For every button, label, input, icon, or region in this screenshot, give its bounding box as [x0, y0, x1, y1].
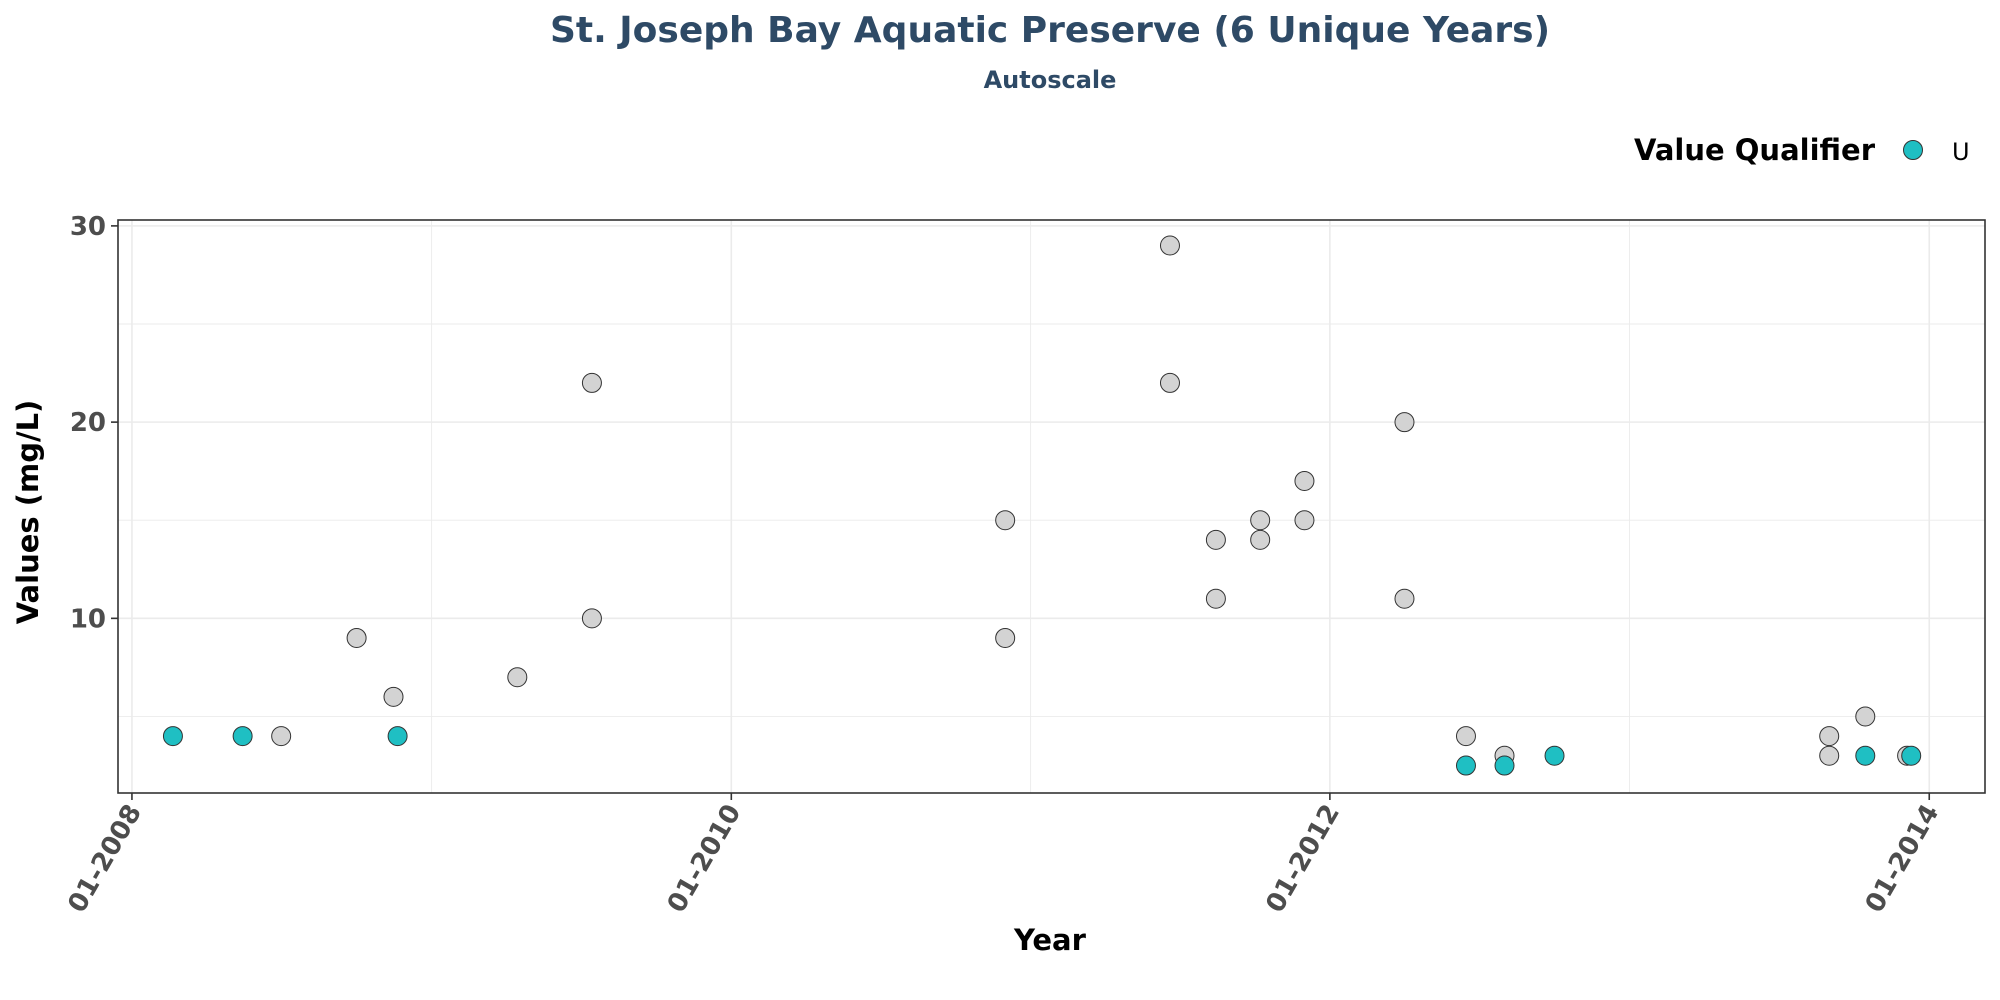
data-point — [1855, 706, 1876, 727]
data-point — [346, 627, 367, 648]
data-point-qualified — [232, 726, 253, 747]
data-point — [1294, 510, 1315, 531]
data-point — [383, 686, 404, 707]
data-point — [1205, 588, 1226, 609]
data-point — [1455, 726, 1476, 747]
y-tick-label: 30 — [70, 212, 106, 242]
data-point — [995, 627, 1016, 648]
data-point — [1394, 412, 1415, 433]
y-tick-label: 20 — [70, 408, 106, 438]
x-tick-label: 01-2014 — [1860, 800, 1946, 918]
data-point — [995, 510, 1016, 531]
plot-border — [117, 219, 1986, 794]
x-tick-label: 01-2012 — [1260, 800, 1346, 918]
chart-title: St. Joseph Bay Aquatic Preserve (6 Uniqu… — [550, 10, 1550, 51]
data-point-qualified — [1455, 755, 1476, 776]
x-tick-label: 01-2010 — [662, 800, 748, 918]
data-point — [1250, 529, 1271, 550]
legend-title: Value Qualifier — [1634, 133, 1876, 167]
data-point — [581, 372, 602, 393]
legend-key-u — [1903, 140, 1923, 160]
data-point — [581, 608, 602, 629]
data-point-qualified — [387, 726, 408, 747]
data-point — [1819, 726, 1840, 747]
data-point — [507, 667, 528, 688]
plot-area: 10 20 30 01-2008 01-2010 01-2012 01-2014 — [62, 212, 1986, 918]
plot-panel — [118, 220, 1985, 793]
y-tick-label: 10 — [70, 604, 106, 634]
data-point — [1294, 470, 1315, 491]
chart-subtitle: Autoscale — [984, 66, 1117, 94]
data-point — [1394, 588, 1415, 609]
data-point-qualified — [1855, 745, 1876, 766]
data-point — [1205, 529, 1226, 550]
x-tick-label: 01-2008 — [62, 800, 148, 918]
data-point-qualified — [1901, 745, 1922, 766]
legend-label-u: U — [1952, 138, 1970, 166]
data-point — [271, 726, 292, 747]
data-point-qualified — [1494, 755, 1515, 776]
y-axis-label: Values (mg/L) — [11, 400, 45, 625]
data-point — [1159, 372, 1180, 393]
data-point — [1819, 745, 1840, 766]
x-axis-label: Year — [1013, 923, 1087, 957]
data-point — [1250, 510, 1271, 531]
data-point-qualified — [1544, 745, 1565, 766]
data-point-qualified — [162, 726, 183, 747]
data-point — [1159, 235, 1180, 256]
